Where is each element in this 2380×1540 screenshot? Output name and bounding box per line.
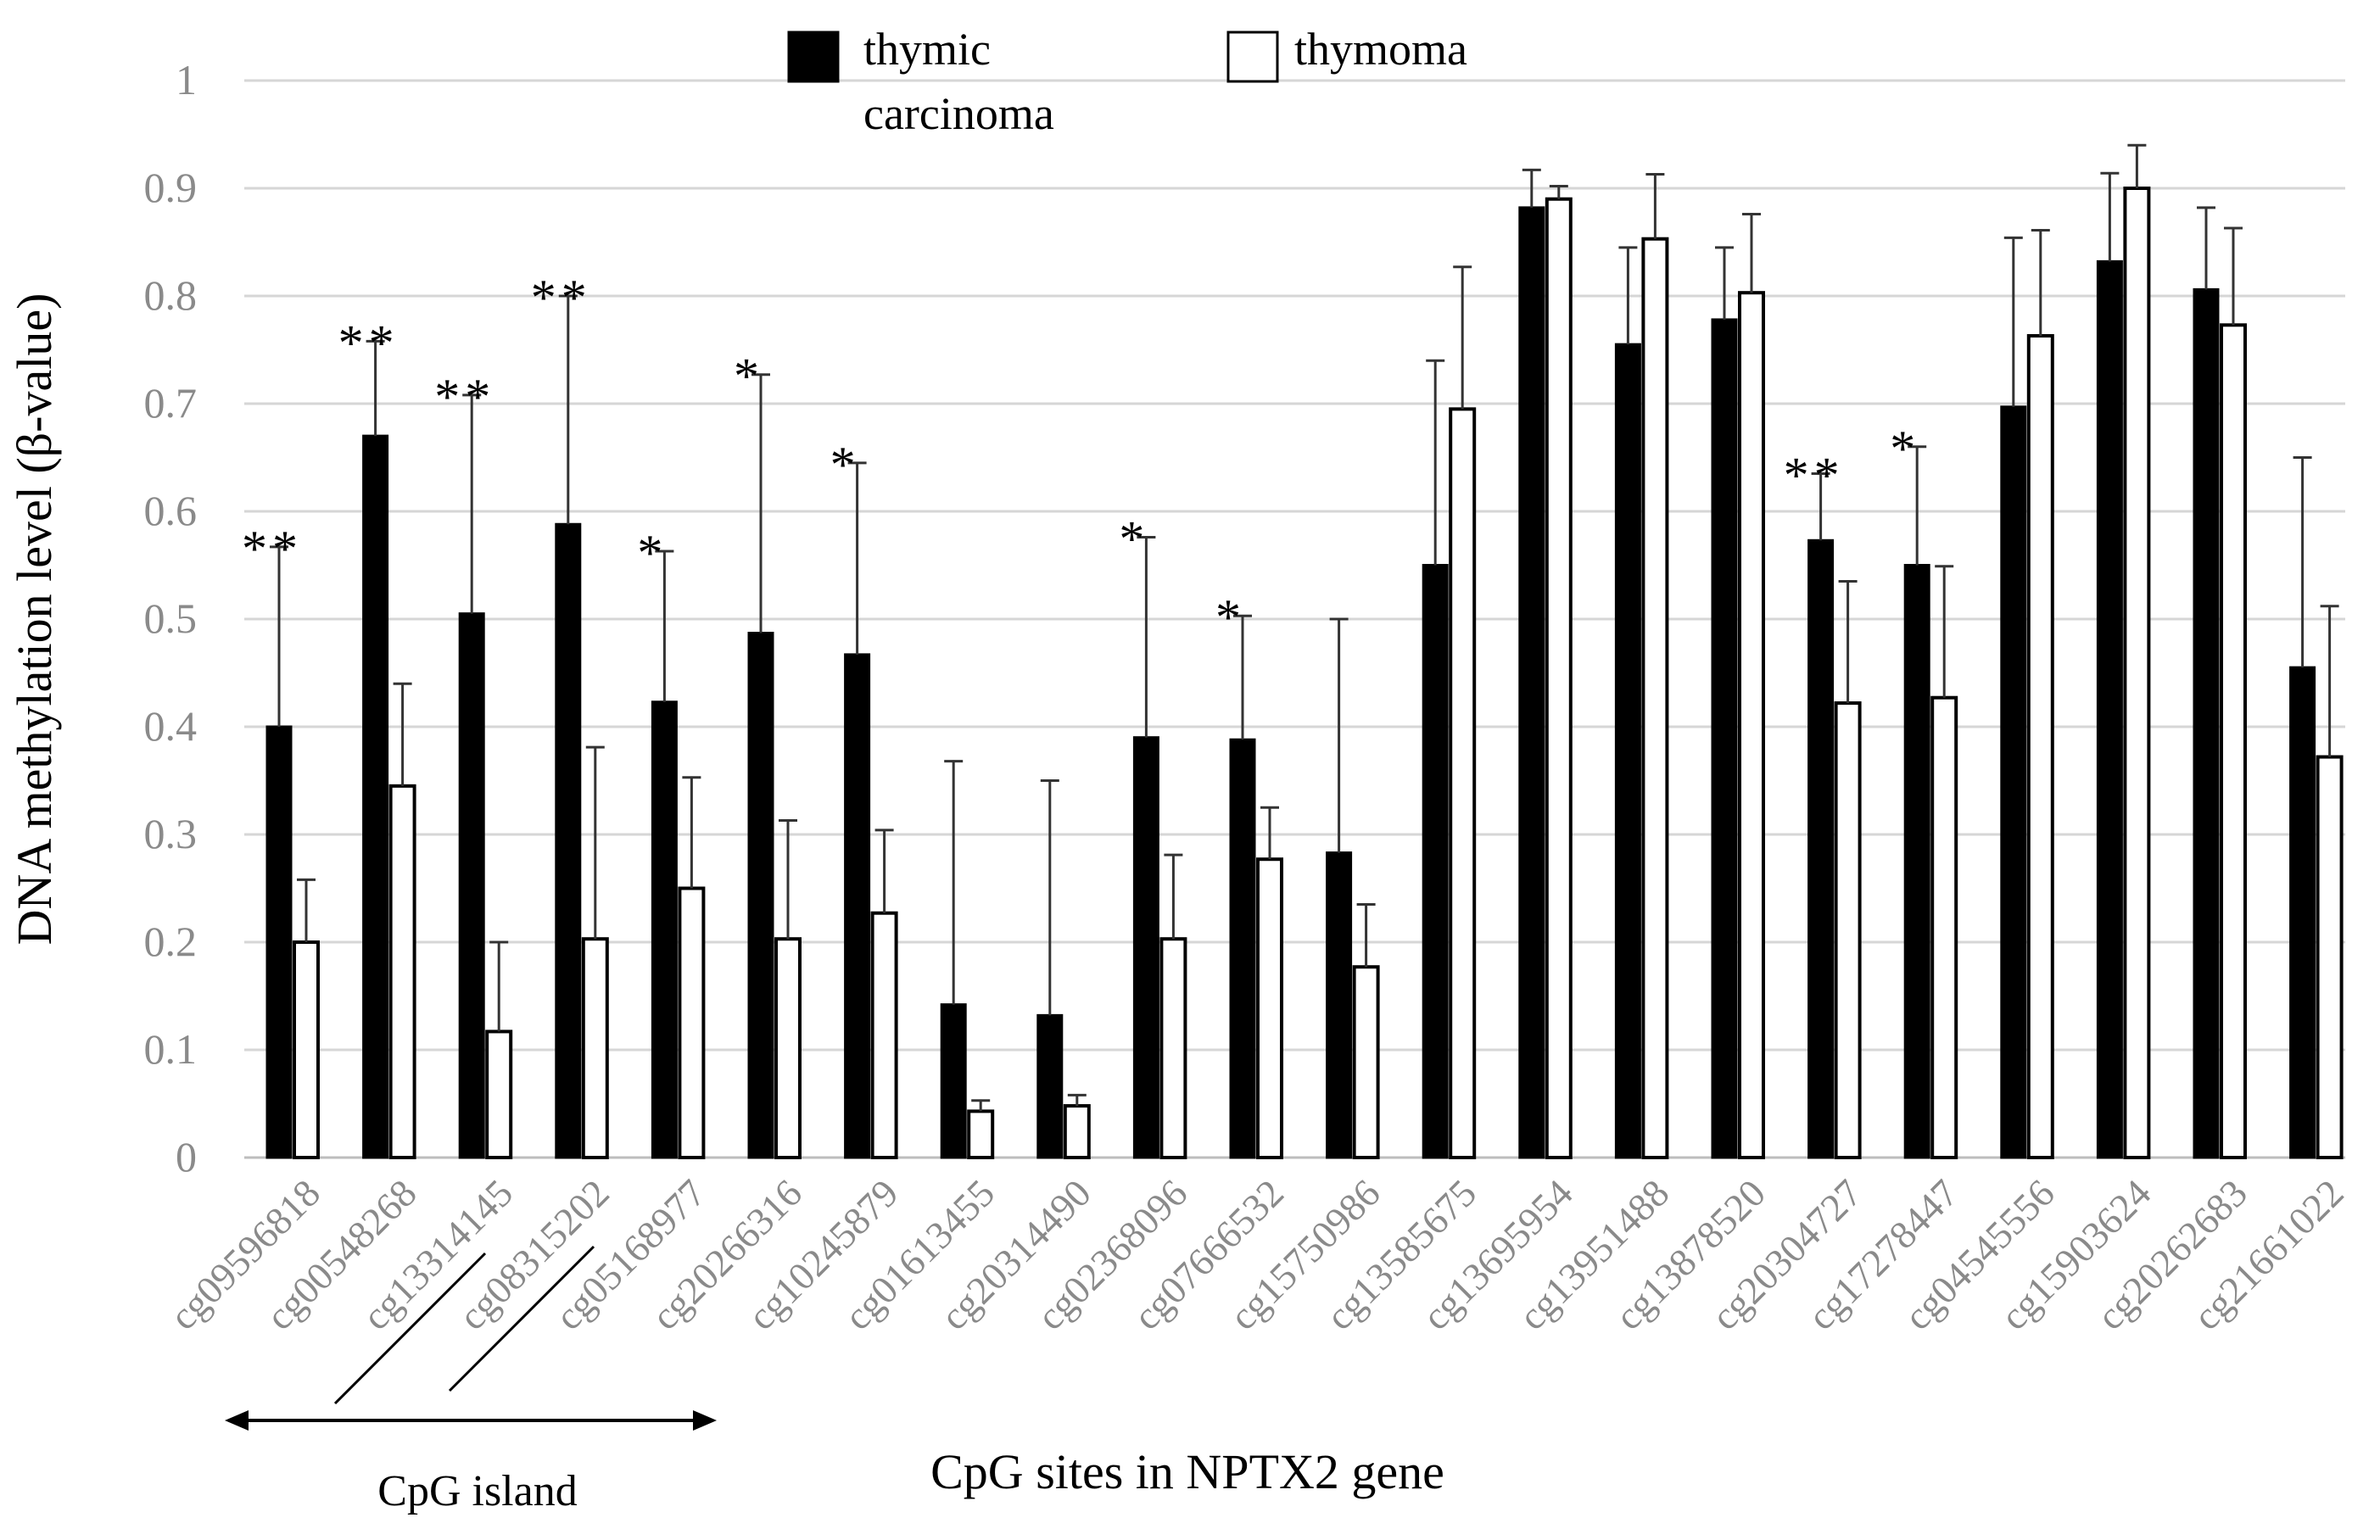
bar-thymic-carcinoma (940, 1003, 967, 1159)
cpg-island-arrowhead-left (225, 1410, 249, 1431)
bar-thymic-carcinoma (2096, 259, 2123, 1159)
significance-markers: *************** * (242, 270, 1920, 645)
significance-marker: ** (338, 315, 399, 371)
significance-marker: ** (242, 521, 303, 577)
cpg-island-slash (333, 1252, 487, 1405)
bar-thymic-carcinoma (1036, 1013, 1064, 1159)
bar-thymic-carcinoma (1132, 736, 1159, 1159)
bar-thymic-carcinoma (362, 434, 389, 1159)
bar-thymoma (293, 940, 320, 1159)
y-tick-label: 0.1 (144, 1025, 198, 1073)
cpg-island-annotation: CpG island (225, 1245, 717, 1515)
y-tick-label: 0.8 (144, 271, 198, 319)
bar-thymic-carcinoma (458, 612, 485, 1159)
bar-thymic-carcinoma (1326, 851, 1353, 1159)
significance-marker: * (637, 525, 668, 581)
bar-thymic-carcinoma (1614, 343, 1641, 1159)
y-tick-label: 0.6 (144, 487, 198, 534)
bar-thymoma (2026, 333, 2054, 1159)
legend-label-thymic-carcinoma-line2: carcinoma (863, 88, 1054, 139)
bar-thymic-carcinoma (555, 522, 582, 1159)
bar-thymoma (1930, 695, 1958, 1159)
x-axis-title: CpG sites in NPTX2 gene (930, 1444, 1444, 1499)
cpg-island-slash (448, 1245, 595, 1392)
y-tick-label: 1 (176, 56, 197, 103)
significance-marker: * (1215, 589, 1246, 645)
bar-thymoma (581, 937, 609, 1159)
bar-thymoma (870, 911, 898, 1159)
bar-thymoma (2123, 187, 2151, 1159)
bar-thymic-carcinoma (1903, 564, 1930, 1159)
y-tick-label: 0.5 (144, 594, 198, 642)
error-bars (270, 143, 2339, 1112)
bar-thymic-carcinoma (2000, 405, 2027, 1159)
significance-marker: ** (531, 270, 592, 326)
legend-swatch-thymoma (1226, 31, 1279, 83)
bar-thymoma (1545, 197, 1573, 1160)
bar-thymic-carcinoma (1518, 206, 1545, 1159)
bar-thymic-carcinoma (747, 632, 774, 1159)
bar-thymic-carcinoma (1807, 538, 1835, 1159)
bar-thymoma (485, 1029, 513, 1160)
y-axis-ticks: 0 0.1 0.2 0.3 0.4 0.5 0.6 0.7 0.8 0.9 1 (144, 56, 198, 1180)
bar-thymoma (774, 937, 802, 1159)
bar-thymoma (388, 784, 416, 1159)
bar-thymoma (1256, 857, 1283, 1160)
cpg-island-label: CpG island (377, 1467, 577, 1515)
bar-thymic-carcinoma (1422, 564, 1449, 1159)
bar-thymoma (1641, 237, 1669, 1160)
legend-label-thymoma: thymoma (1294, 24, 1467, 75)
bar-thymoma (1738, 291, 1765, 1159)
significance-marker: * (830, 437, 861, 493)
y-tick-label: 0.9 (144, 164, 198, 211)
bar-thymoma (1159, 937, 1187, 1159)
bars (265, 187, 2344, 1160)
bar-thymic-carcinoma (1711, 318, 1738, 1159)
significance-marker: * (1119, 511, 1149, 566)
bar-thymoma (967, 1109, 995, 1160)
bar-thymic-carcinoma (2193, 287, 2220, 1159)
y-tick-label: 0.2 (144, 918, 198, 965)
bar-thymic-carcinoma (1229, 738, 1256, 1159)
bar-thymic-carcinoma (2289, 666, 2316, 1159)
bar-thymic-carcinoma (844, 653, 871, 1159)
cpg-island-arrowhead-right (693, 1410, 717, 1431)
y-axis-title: DNA methylation level (β-value) (7, 293, 62, 946)
y-tick-label: 0.3 (144, 810, 198, 857)
bar-thymic-carcinoma (265, 725, 293, 1159)
bar-thymoma (1449, 407, 1477, 1160)
bar-thymic-carcinoma (651, 700, 678, 1159)
x-axis-ticks: cg09596818cg00548268cg13314145cg08315202… (161, 1171, 2351, 1338)
bar-thymoma (1063, 1104, 1091, 1160)
bar-thymoma (2220, 323, 2247, 1160)
legend-label-thymic-carcinoma-line1: thymic (863, 24, 991, 75)
significance-marker: ** (434, 369, 495, 425)
significance-marker: * (734, 349, 764, 405)
legend: thymic carcinoma thymoma (787, 24, 1467, 139)
bar-thymoma (678, 886, 706, 1159)
bar-thymoma (2316, 755, 2344, 1159)
legend-swatch-thymic-carcinoma (787, 31, 840, 83)
y-tick-label: 0 (176, 1133, 197, 1180)
significance-marker: * (1890, 421, 1920, 477)
y-tick-label: 0.4 (144, 702, 198, 750)
significance-marker: ** (1784, 448, 1845, 504)
bar-thymoma (1834, 701, 1862, 1159)
bar-thymoma (1352, 965, 1380, 1159)
y-tick-label: 0.7 (144, 379, 198, 427)
